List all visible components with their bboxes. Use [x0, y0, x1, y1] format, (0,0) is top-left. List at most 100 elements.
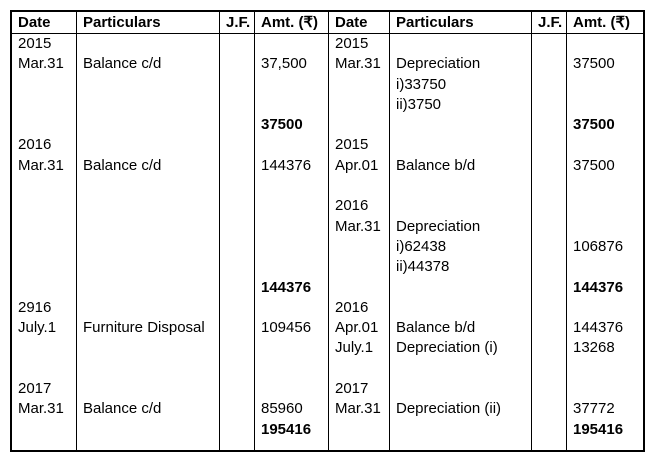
table-cell-filler [329, 439, 390, 450]
table-cell-jf-dr [220, 419, 255, 440]
table-cell-particulars-dr [77, 419, 220, 440]
table-cell-particulars-dr [77, 74, 220, 95]
ledger-table: Date Particulars J.F. Amt. (₹) Date Particula… [10, 10, 645, 452]
table-cell-amt-dr: 37500 [255, 115, 329, 136]
table-cell-particulars-dr [77, 216, 220, 237]
table-cell-date-dr [12, 419, 77, 440]
table-cell-amt-cr: 37500 [573, 55, 615, 73]
table-cell-jf-cr [532, 196, 567, 217]
table-cell-amt-cr: 37772 [573, 400, 615, 418]
table-cell-date-cr [329, 257, 390, 278]
table-cell-date-cr [329, 176, 390, 197]
table-cell-jf-dr [220, 74, 255, 95]
table-cell-jf-dr [220, 94, 255, 116]
table-cell-filler [532, 439, 567, 450]
table-cell-amt-dr: 85960 [255, 399, 329, 420]
table-cell-jf-cr [532, 338, 567, 359]
table-cell-date-dr [12, 115, 77, 136]
table-cell-particulars-cr [390, 34, 532, 55]
table-cell-date-dr: July.1 [12, 318, 77, 339]
table-cell-jf-cr [532, 115, 567, 136]
table-cell-jf-dr [220, 176, 255, 197]
table-cell-particulars-dr [77, 34, 220, 55]
table-cell-particulars-dr: Balance c/d [77, 54, 220, 75]
table-cell-particulars-cr [390, 135, 532, 156]
table-cell-jf-dr [220, 379, 255, 400]
table-cell-date-cr [329, 74, 390, 95]
table-cell-jf-cr [532, 176, 567, 197]
table-cell-date-cr: 2015 [329, 135, 390, 156]
table-cell-amt-cr: 195416 [573, 420, 624, 438]
table-cell-date-dr [12, 358, 77, 380]
table-cell-particulars-cr: Depreciation (ii) [390, 399, 532, 420]
table-cell-filler [567, 440, 643, 450]
table-cell-date-cr [329, 419, 390, 440]
table-cell-jf-cr [532, 34, 567, 55]
table-cell-amt-dr [255, 236, 329, 258]
table-cell-filler [220, 439, 255, 450]
table-cell-amt-cr [567, 34, 643, 54]
table-cell-particulars-dr [77, 115, 220, 136]
table-cell-date-dr: 2017 [12, 379, 77, 400]
table-cell-jf-dr [220, 297, 255, 319]
table-cell-date-dr [12, 236, 77, 258]
table-cell-jf-cr [532, 379, 567, 400]
table-cell-particulars-dr: Balance c/d [77, 155, 220, 177]
table-cell-particulars-cr: i)62438 [390, 236, 532, 258]
table-cell-date-cr [329, 115, 390, 136]
table-cell-date-cr: Mar.31 [329, 399, 390, 420]
table-cell-date-dr [12, 216, 77, 237]
table-cell-jf-dr [220, 358, 255, 380]
table-cell-amt-cr [567, 379, 643, 399]
table-cell-date-dr [12, 257, 77, 278]
table-cell-date-dr: 2916 [12, 297, 77, 319]
table-cell-jf-cr [532, 297, 567, 319]
table-cell-jf-cr [532, 74, 567, 95]
table-cell-particulars-dr [77, 94, 220, 116]
table-cell-particulars-cr [390, 358, 532, 380]
table-cell-amt-dr [255, 34, 329, 55]
table-cell-amt-dr [255, 94, 329, 116]
table-cell-particulars-cr: Depreciation (i) [390, 338, 532, 359]
table-cell-date-dr [12, 176, 77, 197]
table-cell-date-dr: 2015 [12, 34, 77, 55]
table-cell-date-dr: Mar.31 [12, 155, 77, 177]
table-cell-amt-dr: 144376 [255, 277, 329, 298]
table-cell-date-dr [12, 338, 77, 359]
table-cell-jf-dr [220, 54, 255, 75]
table-cell-particulars-dr [77, 379, 220, 400]
table-cell-date-dr: Mar.31 [12, 399, 77, 420]
table-cell-particulars-cr [390, 419, 532, 440]
table-cell-particulars-dr [77, 358, 220, 380]
table-cell-amt-dr [255, 135, 329, 156]
table-cell-filler [77, 439, 220, 450]
table-cell-amt-cr: 13268 [573, 339, 615, 357]
table-cell-amt-cr [567, 75, 643, 95]
table-cell-particulars-dr [77, 297, 220, 319]
table-cell-particulars-cr [390, 196, 532, 217]
table-cell-jf-cr [532, 216, 567, 237]
table-cell-amt-cr: 144376 [573, 319, 624, 337]
table-cell-particulars-cr: ii)44378 [390, 257, 532, 278]
table-cell-particulars-dr [77, 135, 220, 156]
table-cell-particulars-dr [77, 338, 220, 359]
table-cell-amt-cr [567, 359, 643, 379]
table-cell-date-cr [329, 236, 390, 258]
table-cell-date-cr: Mar.31 [329, 216, 390, 237]
column-header-amt-dr: Amt. (₹) [255, 12, 329, 34]
table-cell-jf-dr [220, 135, 255, 156]
table-cell-jf-cr [532, 236, 567, 258]
table-cell-particulars-dr [77, 257, 220, 278]
table-cell-amt-cr [567, 257, 643, 277]
table-cell-particulars-cr [390, 115, 532, 136]
table-cell-date-cr: 2015 [329, 34, 390, 55]
table-cell-amt-cr [567, 196, 643, 216]
column-header-jf-dr: J.F. [220, 12, 255, 34]
table-cell-particulars-cr [390, 176, 532, 197]
table-cell-amt-cr [567, 95, 643, 115]
table-cell-date-dr [12, 277, 77, 298]
table-cell-particulars-cr: Depreciation [390, 54, 532, 75]
table-cell-particulars-dr [77, 236, 220, 258]
table-cell-filler [255, 439, 329, 450]
table-cell-particulars-cr: Balance b/d [390, 318, 532, 339]
